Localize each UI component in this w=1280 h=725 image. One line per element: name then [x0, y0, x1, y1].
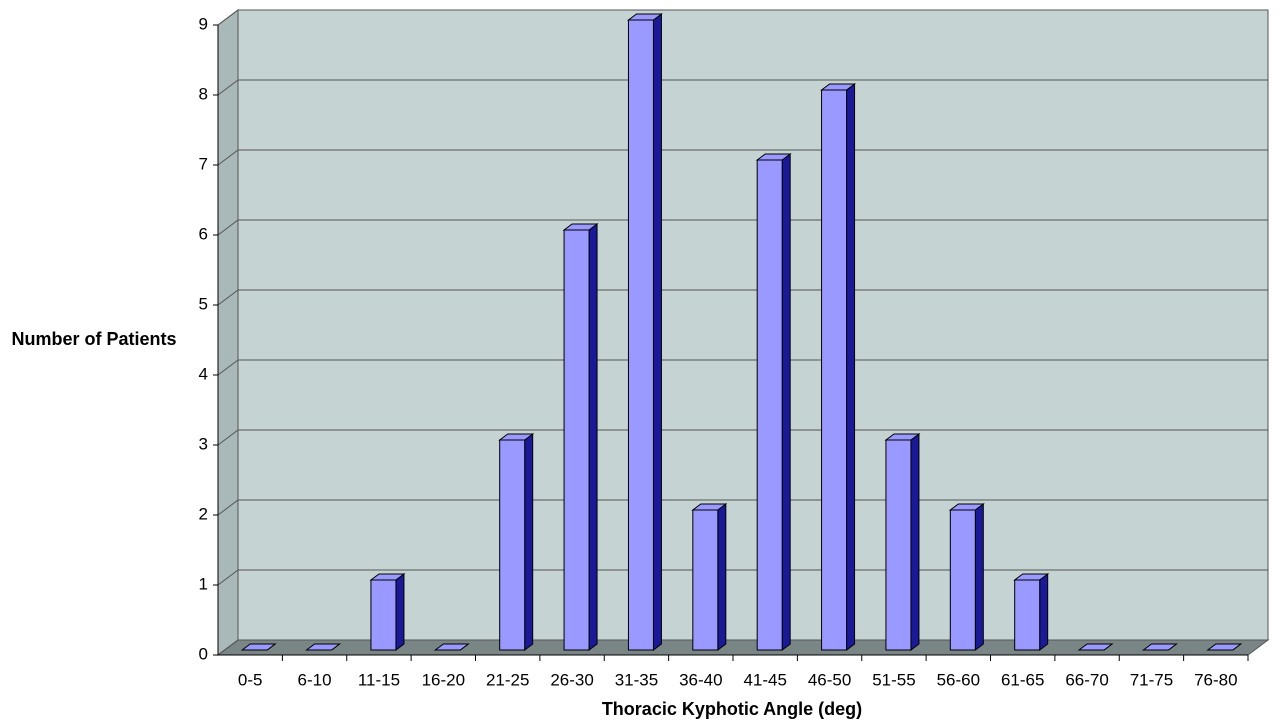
x-tick-label: 6-10 [298, 670, 332, 689]
bar-side [717, 503, 727, 651]
y-tick-label: 2 [199, 504, 208, 523]
bar-side [588, 223, 598, 651]
x-tick-label: 76-80 [1194, 670, 1237, 689]
x-tick-label: 21-25 [486, 670, 529, 689]
x-axis-title: Thoracic Kyphotic Angle (deg) [602, 699, 862, 719]
y-tick-label: 1 [199, 574, 208, 593]
x-tick-label: 61-65 [1001, 670, 1044, 689]
bar [692, 509, 719, 651]
bar-side [1039, 573, 1049, 651]
y-axis-title: Number of Patients [11, 329, 176, 349]
x-tick-label: 0-5 [238, 670, 263, 689]
bar-top [1141, 643, 1178, 651]
grid-line [217, 79, 1268, 96]
grid-line [217, 359, 1268, 376]
x-tick-label: 26-30 [550, 670, 593, 689]
y-tick-label: 5 [199, 294, 208, 313]
back-wall [237, 9, 1269, 641]
y-tick-label: 0 [199, 644, 208, 663]
grid-line [217, 289, 1268, 306]
bar-side [652, 13, 662, 651]
grid-line [217, 9, 1268, 26]
bar-side [395, 573, 405, 651]
side-wall [217, 9, 239, 656]
y-tick-label: 4 [199, 364, 208, 383]
x-tick-label: 36-40 [679, 670, 722, 689]
grid-line [217, 569, 1268, 586]
bar-top [1077, 643, 1114, 651]
y-tick-label: 9 [199, 14, 208, 33]
x-tick-label: 66-70 [1065, 670, 1108, 689]
x-tick-label: 41-45 [743, 670, 786, 689]
bar [499, 439, 526, 651]
bar [1014, 579, 1041, 651]
x-tick-label: 71-75 [1130, 670, 1173, 689]
grid-line [217, 639, 1268, 656]
x-tick-label: 31-35 [615, 670, 658, 689]
bar-top [1206, 643, 1243, 651]
x-tick-label: 46-50 [808, 670, 851, 689]
x-tick-label: 16-20 [422, 670, 465, 689]
bar [563, 229, 590, 651]
y-tick-label: 7 [199, 154, 208, 173]
grid-line [217, 499, 1268, 516]
bar-top [433, 643, 470, 651]
grid-line [217, 149, 1268, 166]
bar-side [524, 433, 534, 651]
y-tick-label: 6 [199, 224, 208, 243]
x-tick-label: 11-15 [358, 670, 400, 689]
grid-line [217, 429, 1268, 446]
bar-side [846, 83, 856, 651]
y-tick-label: 3 [199, 434, 208, 453]
bar [370, 579, 397, 651]
x-tick-label: 51-55 [872, 670, 915, 689]
bar [627, 19, 654, 651]
bar-side [781, 153, 791, 651]
bar [885, 439, 912, 651]
grid-line [217, 219, 1268, 236]
bar [756, 159, 783, 651]
bar [821, 89, 848, 651]
bar-side [974, 503, 984, 651]
bar [949, 509, 976, 651]
y-tick-label: 8 [199, 84, 208, 103]
bar-top [305, 643, 342, 651]
bar-side [910, 433, 920, 651]
bar-top [240, 643, 277, 651]
x-tick-label: 56-60 [937, 670, 980, 689]
